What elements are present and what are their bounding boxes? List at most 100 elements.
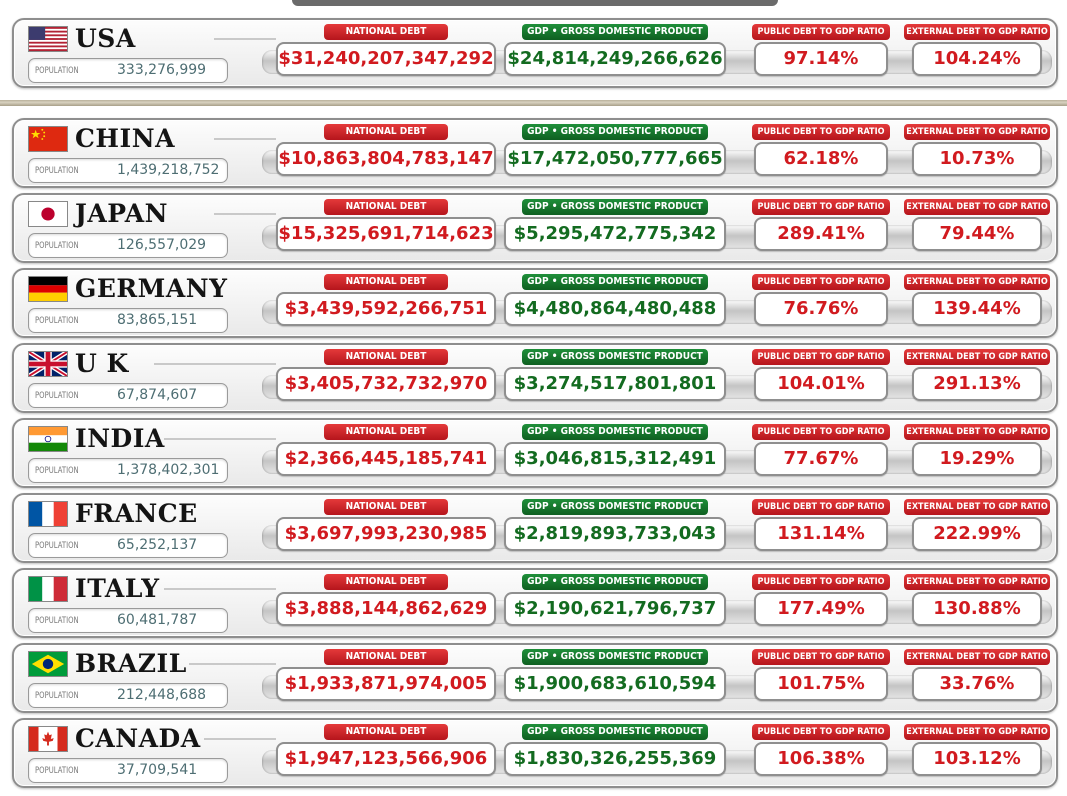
gdp-value: $4,480,864,480,488 bbox=[504, 292, 726, 326]
population-value: 65,252,137 bbox=[117, 537, 198, 553]
gdp-value: $3,274,517,801,801 bbox=[504, 367, 726, 401]
country-name: CHINA bbox=[75, 124, 175, 153]
population-label: POPULATION bbox=[35, 691, 79, 701]
name-underline bbox=[164, 438, 276, 440]
public-debt-ratio-value: 62.18% bbox=[754, 142, 888, 176]
name-underline bbox=[214, 213, 276, 215]
population-label: POPULATION bbox=[35, 616, 79, 626]
public-debt-ratio-badge: PUBLIC DEBT TO GDP RATIO bbox=[752, 24, 890, 40]
national-debt-value: $3,405,732,732,970 bbox=[276, 367, 496, 401]
national-debt-badge: NATIONAL DEBT bbox=[324, 199, 448, 215]
country-row-italy: ITALY POPULATION 60,481,787 NATIONAL DEB… bbox=[12, 568, 1058, 638]
public-debt-ratio-badge: PUBLIC DEBT TO GDP RATIO bbox=[752, 499, 890, 515]
name-underline bbox=[214, 38, 276, 40]
national-debt-badge: NATIONAL DEBT bbox=[324, 274, 448, 290]
gdp-badge: GDP • GROSS DOMESTIC PRODUCT bbox=[522, 349, 708, 365]
gdp-value: $3,046,815,312,491 bbox=[504, 442, 726, 476]
public-debt-ratio-badge: PUBLIC DEBT TO GDP RATIO bbox=[752, 349, 890, 365]
usa-flag-icon bbox=[28, 26, 68, 52]
italy-flag-icon bbox=[28, 576, 68, 602]
population-label: POPULATION bbox=[35, 541, 79, 551]
china-flag-icon bbox=[28, 126, 68, 152]
country-name: INDIA bbox=[75, 424, 165, 453]
population-label: POPULATION bbox=[35, 241, 79, 251]
country-name: FRANCE bbox=[75, 499, 198, 528]
india-flag-icon bbox=[28, 426, 68, 452]
country-row-china: CHINA POPULATION 1,439,218,752 NATIONAL … bbox=[12, 118, 1058, 188]
population-value: 1,439,218,752 bbox=[117, 162, 220, 178]
external-debt-ratio-badge: EXTERNAL DEBT TO GDP RATIO bbox=[904, 349, 1050, 365]
national-debt-badge: NATIONAL DEBT bbox=[324, 424, 448, 440]
country-row-uk: U K POPULATION 67,874,607 NATIONAL DEBT … bbox=[12, 343, 1058, 413]
gdp-badge: GDP • GROSS DOMESTIC PRODUCT bbox=[522, 499, 708, 515]
population-value: 83,865,151 bbox=[117, 312, 198, 328]
top-bar bbox=[292, 0, 778, 6]
gdp-value: $1,830,326,255,369 bbox=[504, 742, 726, 776]
gdp-value: $1,900,683,610,594 bbox=[504, 667, 726, 701]
public-debt-ratio-value: 131.14% bbox=[754, 517, 888, 551]
population-label: POPULATION bbox=[35, 391, 79, 401]
name-underline bbox=[164, 588, 276, 590]
external-debt-ratio-badge: EXTERNAL DEBT TO GDP RATIO bbox=[904, 724, 1050, 740]
population-box: POPULATION 212,448,688 bbox=[28, 683, 228, 708]
population-box: POPULATION 83,865,151 bbox=[28, 308, 228, 333]
name-underline bbox=[154, 363, 276, 365]
country-row-brazil: BRAZIL POPULATION 212,448,688 NATIONAL D… bbox=[12, 643, 1058, 713]
national-debt-value: $2,366,445,185,741 bbox=[276, 442, 496, 476]
gdp-value: $5,295,472,775,342 bbox=[504, 217, 726, 251]
external-debt-ratio-badge: EXTERNAL DEBT TO GDP RATIO bbox=[904, 424, 1050, 440]
population-label: POPULATION bbox=[35, 766, 79, 776]
canada-flag-icon bbox=[28, 726, 68, 752]
public-debt-ratio-badge: PUBLIC DEBT TO GDP RATIO bbox=[752, 274, 890, 290]
population-label: POPULATION bbox=[35, 316, 79, 326]
public-debt-ratio-badge: PUBLIC DEBT TO GDP RATIO bbox=[752, 574, 890, 590]
gdp-value: $2,819,893,733,043 bbox=[504, 517, 726, 551]
country-name: USA bbox=[75, 24, 136, 53]
external-debt-ratio-badge: EXTERNAL DEBT TO GDP RATIO bbox=[904, 649, 1050, 665]
national-debt-badge: NATIONAL DEBT bbox=[324, 124, 448, 140]
gdp-value: $24,814,249,266,626 bbox=[504, 42, 726, 76]
national-debt-value: $3,697,993,230,985 bbox=[276, 517, 496, 551]
public-debt-ratio-badge: PUBLIC DEBT TO GDP RATIO bbox=[752, 724, 890, 740]
population-value: 1,378,402,301 bbox=[117, 462, 220, 478]
population-value: 67,874,607 bbox=[117, 387, 198, 403]
national-debt-badge: NATIONAL DEBT bbox=[324, 24, 448, 40]
public-debt-ratio-value: 104.01% bbox=[754, 367, 888, 401]
public-debt-ratio-value: 97.14% bbox=[754, 42, 888, 76]
country-name: ITALY bbox=[75, 574, 160, 603]
national-debt-badge: NATIONAL DEBT bbox=[324, 499, 448, 515]
japan-flag-icon bbox=[28, 201, 68, 227]
national-debt-value: $15,325,691,714,623 bbox=[276, 217, 496, 251]
external-debt-ratio-value: 10.73% bbox=[912, 142, 1042, 176]
population-label: POPULATION bbox=[35, 466, 79, 476]
external-debt-ratio-value: 139.44% bbox=[912, 292, 1042, 326]
country-row-japan: JAPAN POPULATION 126,557,029 NATIONAL DE… bbox=[12, 193, 1058, 263]
section-divider bbox=[0, 100, 1067, 106]
external-debt-ratio-value: 19.29% bbox=[912, 442, 1042, 476]
external-debt-ratio-badge: EXTERNAL DEBT TO GDP RATIO bbox=[904, 274, 1050, 290]
name-underline bbox=[214, 138, 276, 140]
gdp-value: $2,190,621,796,737 bbox=[504, 592, 726, 626]
national-debt-badge: NATIONAL DEBT bbox=[324, 349, 448, 365]
country-name: JAPAN bbox=[75, 199, 168, 228]
country-name: GERMANY bbox=[75, 274, 228, 303]
external-debt-ratio-badge: EXTERNAL DEBT TO GDP RATIO bbox=[904, 574, 1050, 590]
population-box: POPULATION 67,874,607 bbox=[28, 383, 228, 408]
national-debt-badge: NATIONAL DEBT bbox=[324, 724, 448, 740]
germany-flag-icon bbox=[28, 276, 68, 302]
public-debt-ratio-badge: PUBLIC DEBT TO GDP RATIO bbox=[752, 199, 890, 215]
population-box: POPULATION 333,276,999 bbox=[28, 58, 228, 83]
population-label: POPULATION bbox=[35, 66, 79, 76]
gdp-badge: GDP • GROSS DOMESTIC PRODUCT bbox=[522, 199, 708, 215]
national-debt-value: $1,947,123,566,906 bbox=[276, 742, 496, 776]
gdp-badge: GDP • GROSS DOMESTIC PRODUCT bbox=[522, 724, 708, 740]
population-value: 60,481,787 bbox=[117, 612, 198, 628]
gdp-badge: GDP • GROSS DOMESTIC PRODUCT bbox=[522, 424, 708, 440]
country-name: U K bbox=[75, 349, 129, 378]
population-box: POPULATION 1,378,402,301 bbox=[28, 458, 228, 483]
name-underline bbox=[204, 738, 276, 740]
country-row-usa: USA POPULATION 333,276,999 NATIONAL DEBT… bbox=[12, 18, 1058, 88]
gdp-badge: GDP • GROSS DOMESTIC PRODUCT bbox=[522, 24, 708, 40]
population-box: POPULATION 60,481,787 bbox=[28, 608, 228, 633]
gdp-badge: GDP • GROSS DOMESTIC PRODUCT bbox=[522, 574, 708, 590]
